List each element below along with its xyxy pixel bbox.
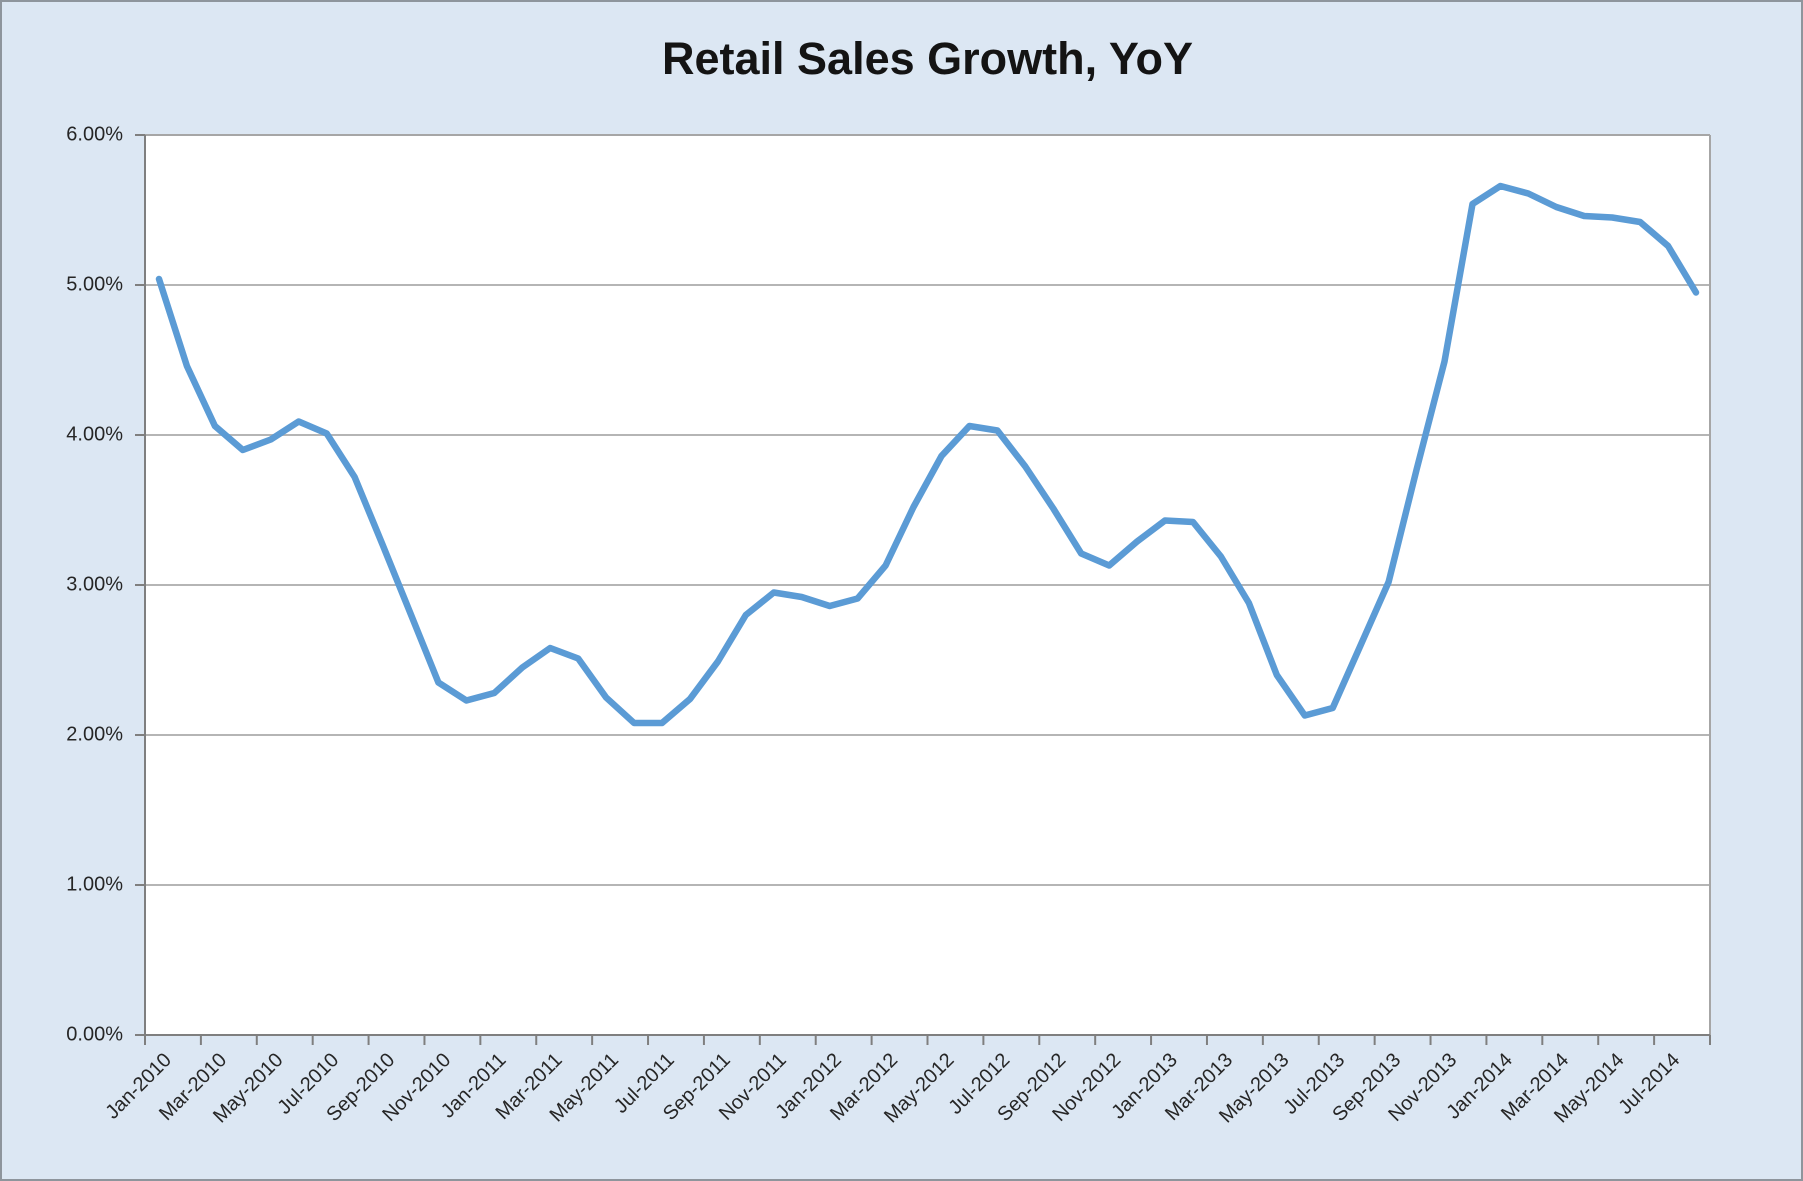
y-tick-label: 2.00%	[66, 723, 123, 746]
x-axis	[144, 1034, 1711, 1045]
y-tick-label: 6.00%	[66, 123, 123, 146]
gridlines	[145, 284, 1710, 886]
plot-border	[145, 134, 1711, 1035]
retail-sales-line	[155, 182, 1700, 727]
y-tick-label: 1.00%	[66, 873, 123, 896]
y-tick-label: 4.00%	[66, 423, 123, 446]
y-tick-label: 0.00%	[66, 1023, 123, 1046]
chart-title: Retail Sales Growth, YoY	[662, 33, 1193, 84]
y-tick-label: 5.00%	[66, 273, 123, 296]
y-tick-label: 3.00%	[66, 573, 123, 596]
y-axis	[135, 134, 146, 1036]
